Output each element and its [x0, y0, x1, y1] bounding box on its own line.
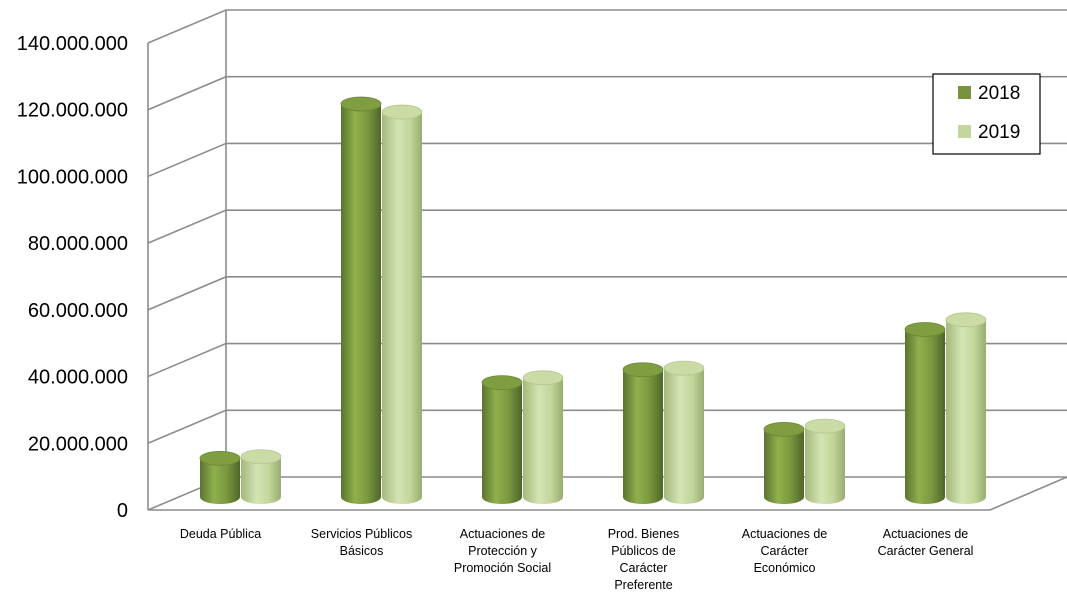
- bar-top: [804, 418, 846, 434]
- bar-body: [382, 112, 422, 505]
- bar-body: [241, 456, 281, 504]
- bar-body: [482, 382, 522, 504]
- bar-2018: [340, 96, 382, 504]
- x-tick-label: Servicios Públicos Básicos: [311, 527, 412, 558]
- legend-box: [932, 73, 1041, 155]
- gridline: [147, 276, 1067, 311]
- bar-top: [381, 104, 423, 120]
- bar-top: [904, 322, 946, 337]
- bar-2018: [481, 375, 523, 504]
- x-tick-label: Actuaciones de Protección y Promoción Soci…: [454, 527, 551, 575]
- bar-2019: [381, 104, 423, 505]
- bar-top: [945, 312, 987, 328]
- bar-top: [522, 370, 564, 386]
- bar-top: [199, 450, 241, 466]
- y-tick-label: 80.000.000: [28, 233, 128, 255]
- legend: 2018 2019: [932, 73, 1041, 155]
- y-tick-label: 60.000.000: [28, 300, 128, 322]
- bar-body: [200, 458, 240, 504]
- bar-2019: [945, 312, 987, 504]
- bar-top: [481, 375, 523, 391]
- bar-body: [764, 429, 804, 504]
- x-tick-label: Deuda Pública: [180, 527, 261, 541]
- gridline: [147, 209, 1067, 244]
- bar-top: [763, 421, 805, 437]
- bar-top: [622, 362, 664, 378]
- bar-body: [664, 368, 704, 504]
- bar-2018: [199, 450, 241, 504]
- bars-layer: [199, 96, 987, 505]
- gridline: [147, 75, 1067, 111]
- bar-body: [946, 319, 986, 504]
- bar-body: [805, 426, 845, 504]
- x-tick-label: Actuaciones de Carácter Económico: [742, 527, 828, 575]
- y-axis-labels: 0 20.000.000 40.000.000 60.000.000 80.000.00…: [17, 33, 128, 522]
- bar-2018: [763, 421, 805, 504]
- bar-2019: [804, 418, 846, 504]
- bar-top: [340, 96, 382, 112]
- bar-body: [905, 329, 945, 504]
- legend-swatch-2018: [958, 86, 971, 99]
- bar-body: [523, 377, 563, 504]
- bar-2019: [522, 370, 564, 504]
- x-axis-labels: Deuda Pública Servicios Públicos Básicos Ac…: [180, 527, 974, 592]
- bar-top: [240, 449, 282, 465]
- gridline: [147, 9, 1067, 44]
- y-tick-label: 100.000.000: [17, 166, 128, 188]
- floor-edge: [148, 476, 1067, 511]
- legend-label-2018: 2018: [978, 83, 1020, 104]
- y-tick-label: 20.000.000: [28, 433, 128, 455]
- y-tick-label: 120.000.000: [17, 100, 128, 122]
- grid-layer: [147, 9, 1067, 511]
- bar-2019: [240, 449, 282, 504]
- y-tick-label: 40.000.000: [28, 367, 128, 389]
- x-tick-label: Actuaciones de Carácter General: [878, 527, 974, 558]
- bar-2018: [622, 362, 664, 504]
- bar-2019: [663, 360, 705, 504]
- y-tick-label: 140.000.000: [17, 33, 128, 55]
- gridline: [147, 142, 1067, 178]
- bar-body: [341, 103, 381, 504]
- bar-2018: [904, 322, 946, 504]
- legend-label-2019: 2019: [978, 122, 1020, 143]
- legend-swatch-2019: [958, 125, 971, 138]
- bar-body: [623, 369, 663, 504]
- y-tick-label: 0: [117, 500, 128, 522]
- bar-top: [663, 360, 705, 376]
- x-tick-label: Prod. Bienes Públicos de Carácter Preferent…: [608, 527, 680, 592]
